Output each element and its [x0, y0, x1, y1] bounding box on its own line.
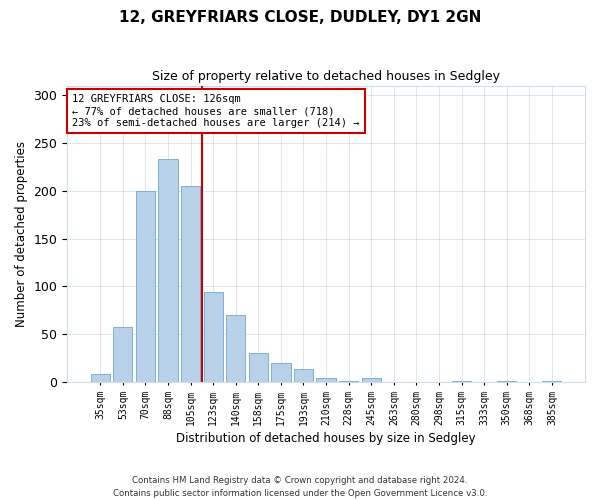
Bar: [497, 381, 517, 382]
Bar: [91, 374, 110, 382]
Bar: [181, 186, 200, 382]
Bar: [316, 378, 335, 382]
Bar: [113, 326, 133, 382]
Bar: [362, 378, 381, 382]
Bar: [203, 292, 223, 382]
Bar: [339, 381, 358, 382]
Bar: [136, 191, 155, 382]
Text: 12 GREYFRIARS CLOSE: 126sqm
← 77% of detached houses are smaller (718)
23% of se: 12 GREYFRIARS CLOSE: 126sqm ← 77% of det…: [73, 94, 360, 128]
Bar: [226, 315, 245, 382]
Bar: [452, 381, 471, 382]
X-axis label: Distribution of detached houses by size in Sedgley: Distribution of detached houses by size …: [176, 432, 476, 445]
Text: 12, GREYFRIARS CLOSE, DUDLEY, DY1 2GN: 12, GREYFRIARS CLOSE, DUDLEY, DY1 2GN: [119, 10, 481, 25]
Text: Contains HM Land Registry data © Crown copyright and database right 2024.
Contai: Contains HM Land Registry data © Crown c…: [113, 476, 487, 498]
Bar: [158, 159, 178, 382]
Bar: [542, 381, 562, 382]
Bar: [294, 369, 313, 382]
Title: Size of property relative to detached houses in Sedgley: Size of property relative to detached ho…: [152, 70, 500, 83]
Y-axis label: Number of detached properties: Number of detached properties: [15, 141, 28, 327]
Bar: [271, 363, 290, 382]
Bar: [249, 354, 268, 382]
